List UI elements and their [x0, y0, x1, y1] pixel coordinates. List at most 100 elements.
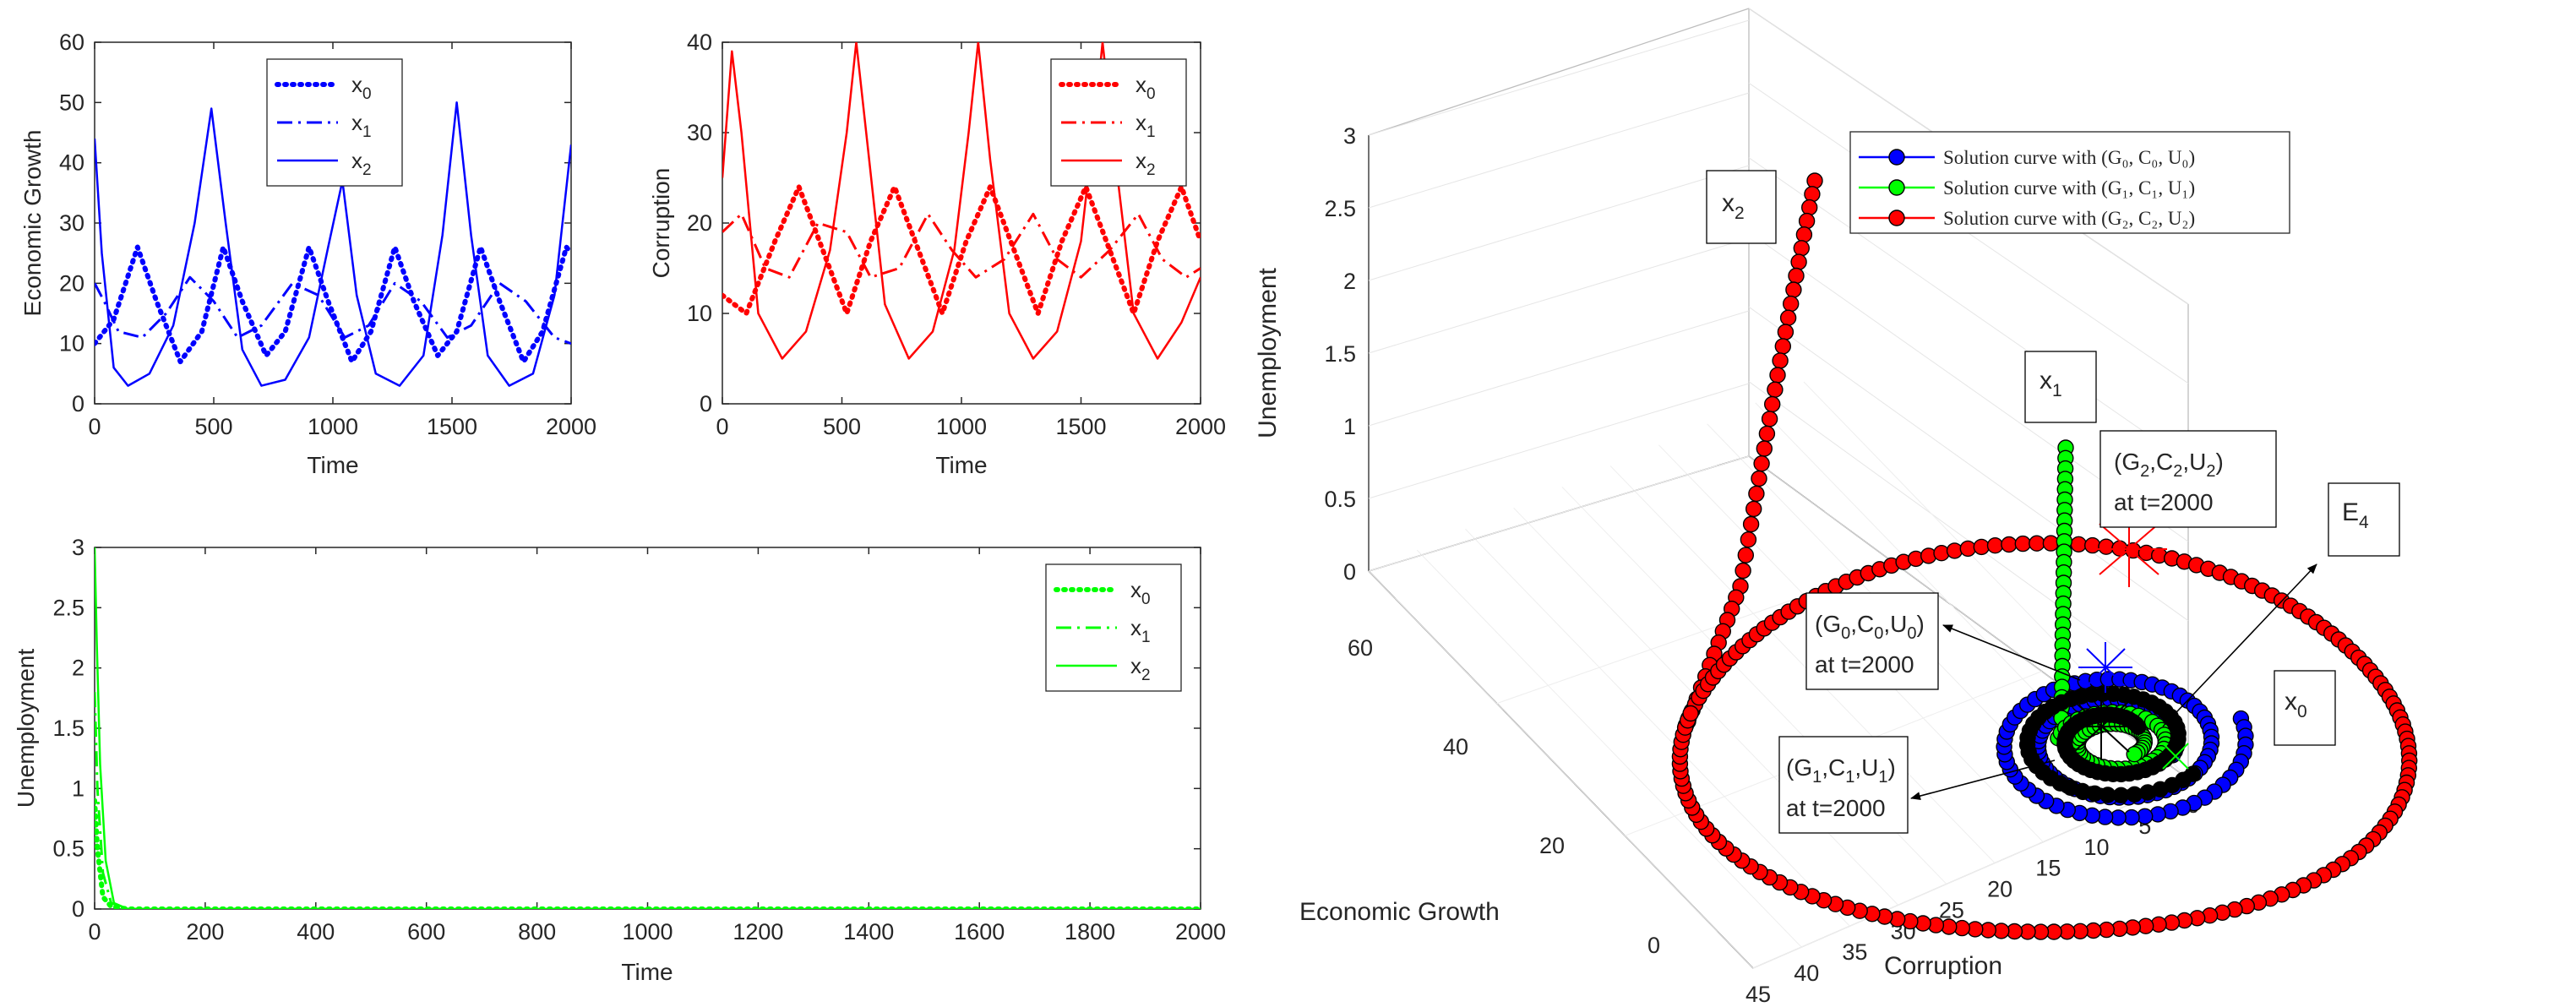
phase-legend-swatch-marker: [1888, 210, 1905, 226]
unemployment-x-tick-label: 400: [297, 919, 335, 944]
unemployment-x-tick-label: 1400: [843, 919, 894, 944]
svg-text:E4: E4: [2342, 498, 2369, 532]
unemployment-plot-area: [94, 547, 1201, 910]
phase-corruption-tick-label: 20: [1987, 877, 2012, 902]
phase-z-tick-label: 3: [1343, 123, 1356, 149]
phase-growth-tick-label: 60: [1348, 635, 1373, 661]
growth-x-tick-label: 2000: [546, 414, 596, 439]
red-curve-point: [1790, 253, 1807, 270]
unemployment-series-solid: [95, 547, 1201, 909]
phase-grid-line: [1368, 570, 1754, 969]
red-curve-point: [1742, 515, 1760, 533]
red-curve-point: [1795, 226, 1813, 243]
unemployment-chart: 0 200 400 600 800 1000 1200 1400 1600 1800 2000 0 0.…: [13, 535, 1226, 985]
red-curve-point: [1772, 352, 1789, 369]
red-curve-point: [2098, 538, 2115, 555]
unemployment-y-tick-label: 1.5: [52, 716, 84, 741]
red-curve-point: [1761, 411, 1778, 427]
phase-z-tick-label: 0.5: [1324, 487, 1356, 512]
red-curve-point: [1753, 455, 1770, 472]
unemployment-y-tick-label: 0: [72, 896, 84, 922]
corruption-series-dotted: [722, 184, 1201, 316]
phase-3d-chart: 00.511.522.530204060454035302520151050 E…: [1254, 8, 2418, 1007]
phase-legend-swatch-marker: [1888, 149, 1905, 166]
svg-text:x2: x2: [1722, 189, 1745, 223]
arrow-end1: [1910, 759, 2056, 801]
phase-grid-line: [1368, 92, 1750, 209]
phase-3d-curves: [1671, 172, 2418, 940]
growth-chart: 0 500 1000 1500 2000 0 10 20 30 40 50 60 Time Econo…: [19, 30, 596, 478]
phase-z-tick-label: 1.5: [1324, 341, 1356, 367]
corruption-y-tick-label: 20: [687, 210, 712, 236]
phase-corruption-tick-label: 40: [1794, 961, 1819, 986]
unemployment-y-tick-label: 2.5: [52, 595, 84, 620]
corruption-y-tick-label: 40: [687, 30, 712, 55]
phase-x-axis-label: Economic Growth: [1299, 898, 1500, 926]
phase-grid-line: [1368, 383, 1750, 499]
equilibrium-marker-red: [2091, 511, 2167, 587]
growth-series-solid: [95, 101, 571, 387]
unemployment-y-tick-label: 3: [72, 535, 84, 560]
red-curve-point: [2014, 535, 2032, 552]
red-curve-point: [2083, 536, 2101, 554]
svg-text:at t=2000: at t=2000: [2114, 489, 2214, 515]
unemployment-x-tick-label: 1000: [622, 919, 673, 944]
arrow-e4: [2162, 563, 2317, 727]
red-curve-point: [1804, 186, 1821, 203]
unemployment-legend-label: x1: [1130, 615, 1151, 646]
phase-grid-line: [1368, 237, 1750, 354]
red-curve-point: [2029, 535, 2045, 552]
growth-legend: x0 x1 x2: [266, 58, 403, 187]
phase-grid-line: [1368, 19, 1750, 136]
growth-legend-label: x1: [351, 110, 372, 141]
unemployment-x-tick-label: 2000: [1175, 919, 1226, 944]
svg-text:(G1,C1,U1): (G1,C1,U1): [1786, 754, 1896, 787]
phase-grid-line: [1368, 455, 1750, 572]
corruption-chart: 0 500 1000 1500 2000 0 10 20 30 40 Time Corruptio…: [648, 30, 1226, 478]
red-curve-point: [2070, 536, 2088, 552]
corruption-y-tick-label: 10: [687, 301, 712, 326]
annotation-x0: x0: [2274, 670, 2336, 746]
svg-text:at t=2000: at t=2000: [1786, 795, 1886, 821]
corruption-y-tick-label: 30: [687, 120, 712, 145]
phase-legend-swatch-marker: [1888, 179, 1905, 196]
corruption-x-tick-label: 1500: [1055, 414, 1106, 439]
phase-growth-tick-label: 20: [1539, 833, 1565, 858]
phase-corruption-tick-label: 25: [1939, 897, 1964, 923]
red-curve-point: [1782, 295, 1800, 313]
unemployment-x-tick-label: 1800: [1065, 919, 1115, 944]
red-curve-point: [1959, 540, 1977, 558]
growth-series-dashdot: [95, 275, 571, 346]
corruption-x-tick-label: 0: [716, 414, 728, 439]
red-curve-point: [2042, 535, 2060, 552]
svg-text:x1: x1: [2040, 367, 2062, 400]
red-curve-point: [1682, 705, 1699, 722]
red-curve-point: [1735, 562, 1751, 580]
growth-y-tick-label: 30: [59, 210, 84, 236]
red-curve-point: [1973, 538, 1991, 556]
red-curve-point: [1751, 470, 1767, 487]
annotation-e4: E4: [2328, 482, 2400, 557]
red-curve-point: [1946, 542, 1963, 559]
corruption-legend: x0 x1 x2: [1050, 58, 1187, 187]
annotation-end0: (G0,C0,U0) at t=2000: [1805, 592, 1939, 690]
phase-legend-label: Solution curve with (G₁, C₁, U₁): [1943, 177, 2195, 199]
unemployment-legend-label: x2: [1130, 653, 1151, 684]
growth-legend-label: x0: [351, 72, 372, 103]
unemployment-x-tick-label: 0: [88, 919, 101, 944]
phase-z-tick-label: 0: [1343, 559, 1356, 585]
growth-y-tick-label: 20: [59, 270, 84, 296]
growth-y-tick-label: 50: [59, 90, 84, 115]
unemployment-x-tick-label: 1200: [732, 919, 783, 944]
phase-z-axis-label: Unemployment: [1254, 267, 1282, 438]
phase-z-tick-label: 1: [1343, 414, 1356, 439]
red-curve-point: [1777, 324, 1794, 340]
phase-grid-line: [1748, 157, 2189, 463]
unemployment-x-axis-label: Time: [621, 959, 673, 985]
red-curve-point: [1756, 440, 1773, 457]
annotation-arrows: [1910, 563, 2317, 801]
equilibrium-marker-blue: [2078, 642, 2132, 693]
growth-y-tick-label: 10: [59, 331, 84, 357]
unemployment-legend: x0 x1 x2: [1045, 563, 1182, 692]
growth-y-tick-label: 40: [59, 150, 84, 176]
